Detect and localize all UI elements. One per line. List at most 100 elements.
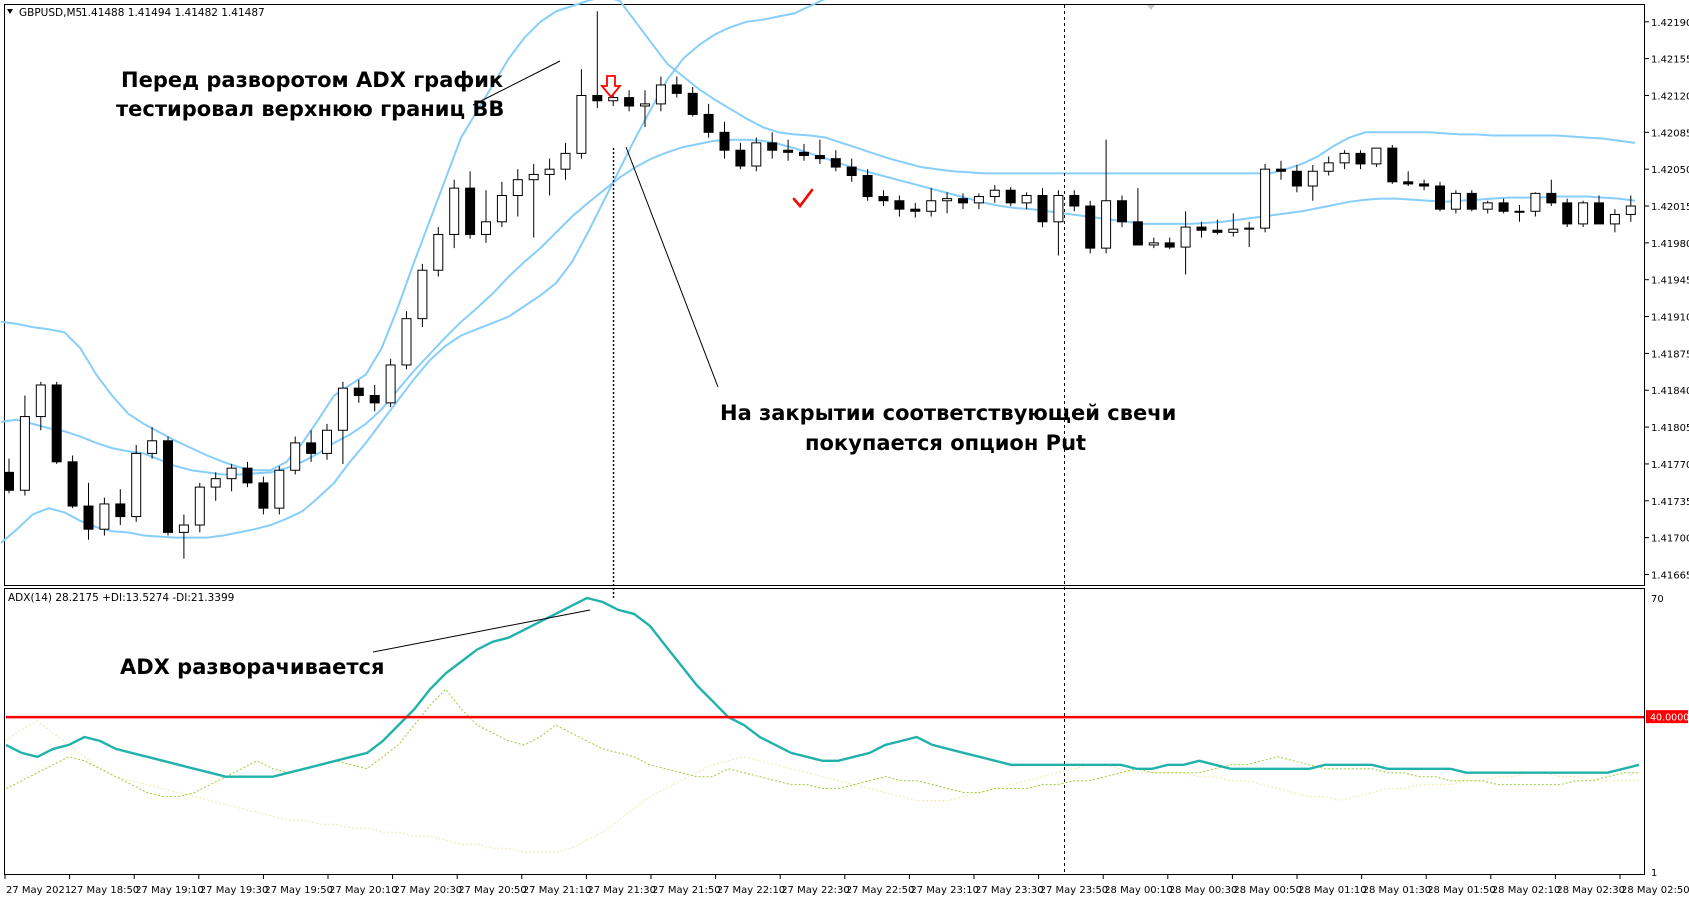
- candle: [226, 463, 237, 492]
- candle-body: [942, 198, 953, 202]
- candle-body: [465, 187, 476, 235]
- candle-body: [512, 179, 523, 196]
- candle-body: [973, 196, 984, 204]
- candle-body: [258, 482, 269, 509]
- candle-body: [306, 442, 317, 454]
- price-tick-label: 1.41945: [1651, 276, 1689, 287]
- candle: [1435, 181, 1445, 212]
- candle-body: [1260, 168, 1271, 229]
- adx-indicator: [5, 596, 1644, 853]
- candle-body: [1546, 192, 1557, 204]
- candle-body: [560, 152, 571, 170]
- candle-body: [544, 168, 555, 175]
- candle-body: [1339, 152, 1350, 164]
- candle: [910, 202, 921, 218]
- price-tick-label: 1.42085: [1651, 128, 1689, 139]
- candle: [1403, 171, 1414, 187]
- candle: [1594, 195, 1604, 225]
- plus-di-line: [5, 688, 1639, 798]
- indicator-axis: 70 1 40.0000: [1646, 594, 1689, 879]
- candle: [1196, 221, 1207, 238]
- candle-body: [1244, 227, 1255, 230]
- candle-body: [1276, 168, 1286, 172]
- dropdown-triangle-icon[interactable]: [7, 9, 13, 14]
- ohlc-readout: 1.41488 1.41494 1.41482 1.41487: [81, 7, 265, 19]
- bb-lower-band: [0, 0, 826, 544]
- annotation-bb-test-line1: Перед разворотом ADX график: [121, 68, 503, 92]
- candle-body: [1005, 189, 1016, 204]
- price-tick-label: 1.41980: [1651, 239, 1689, 250]
- candle-body: [147, 440, 158, 454]
- candle-body: [878, 196, 889, 202]
- candle-body: [1196, 226, 1207, 231]
- candle: [1450, 190, 1461, 214]
- candle-body: [958, 198, 968, 204]
- candle: [194, 482, 205, 533]
- price-tick-label: 1.41700: [1651, 534, 1689, 545]
- candles: [4, 11, 1636, 559]
- price-tick-label: 1.41840: [1651, 386, 1689, 397]
- candle-body: [1435, 185, 1445, 210]
- candle-body: [481, 221, 491, 235]
- candle: [1482, 200, 1493, 214]
- price-tick-label: 1.42015: [1651, 202, 1689, 213]
- candle: [973, 193, 984, 210]
- candle-body: [163, 440, 173, 533]
- candle: [576, 69, 587, 159]
- candle: [67, 455, 78, 509]
- candle-body: [178, 524, 189, 533]
- time-tick-label: 27 May 21:50: [652, 885, 721, 896]
- candle: [1085, 200, 1096, 254]
- candle-body: [1594, 202, 1604, 225]
- candle: [401, 311, 412, 370]
- candle: [1498, 198, 1509, 214]
- candle: [751, 137, 762, 172]
- candle-body: [385, 364, 396, 404]
- check-icon: [792, 188, 814, 209]
- candle: [1117, 195, 1127, 228]
- candle: [719, 121, 730, 159]
- candle: [1578, 200, 1589, 228]
- candle-body: [226, 467, 237, 480]
- price-tick-label: 1.42120: [1651, 91, 1689, 102]
- price-tick-label: 1.41665: [1651, 570, 1689, 581]
- candle: [1132, 188, 1143, 246]
- candle-body: [1530, 192, 1541, 212]
- candle-body: [1228, 228, 1239, 233]
- candle: [1148, 237, 1159, 249]
- time-tick-label: 27 May 22:10: [717, 885, 786, 896]
- time-tick-label: 28 May 02:10: [1492, 885, 1561, 896]
- annotation-pointer-line: [372, 609, 591, 653]
- candle: [19, 395, 30, 496]
- candle-body: [1387, 147, 1398, 183]
- candle: [1530, 192, 1541, 217]
- candle-body: [767, 142, 778, 151]
- candle-body: [989, 189, 1000, 198]
- price-tick-label: 1.41910: [1651, 313, 1689, 324]
- candle-body: [1323, 162, 1334, 172]
- candle-body: [1625, 205, 1636, 215]
- candle-body: [1148, 242, 1159, 246]
- candle-body: [51, 384, 62, 463]
- candle-body: [703, 113, 714, 133]
- price-tick-label: 1.42050: [1651, 165, 1689, 176]
- candle: [1228, 213, 1239, 237]
- time-tick-label: 27 May 23:50: [1040, 885, 1109, 896]
- candle: [830, 150, 841, 172]
- candle: [926, 188, 937, 217]
- candle: [481, 190, 491, 243]
- candle: [1514, 204, 1525, 222]
- shift-marker-icon[interactable]: [1147, 5, 1155, 10]
- candle: [51, 381, 62, 464]
- candle: [322, 423, 332, 460]
- candle: [449, 179, 460, 249]
- candle: [385, 358, 396, 408]
- time-tick-label: 28 May 00:50: [1233, 885, 1302, 896]
- annotation-put-line1: На закрытии соответствующей свечи: [720, 401, 1176, 425]
- time-tick-label: 28 May 01:30: [1363, 885, 1432, 896]
- candle-body: [1037, 194, 1048, 223]
- candle: [496, 181, 507, 228]
- candle: [433, 227, 444, 277]
